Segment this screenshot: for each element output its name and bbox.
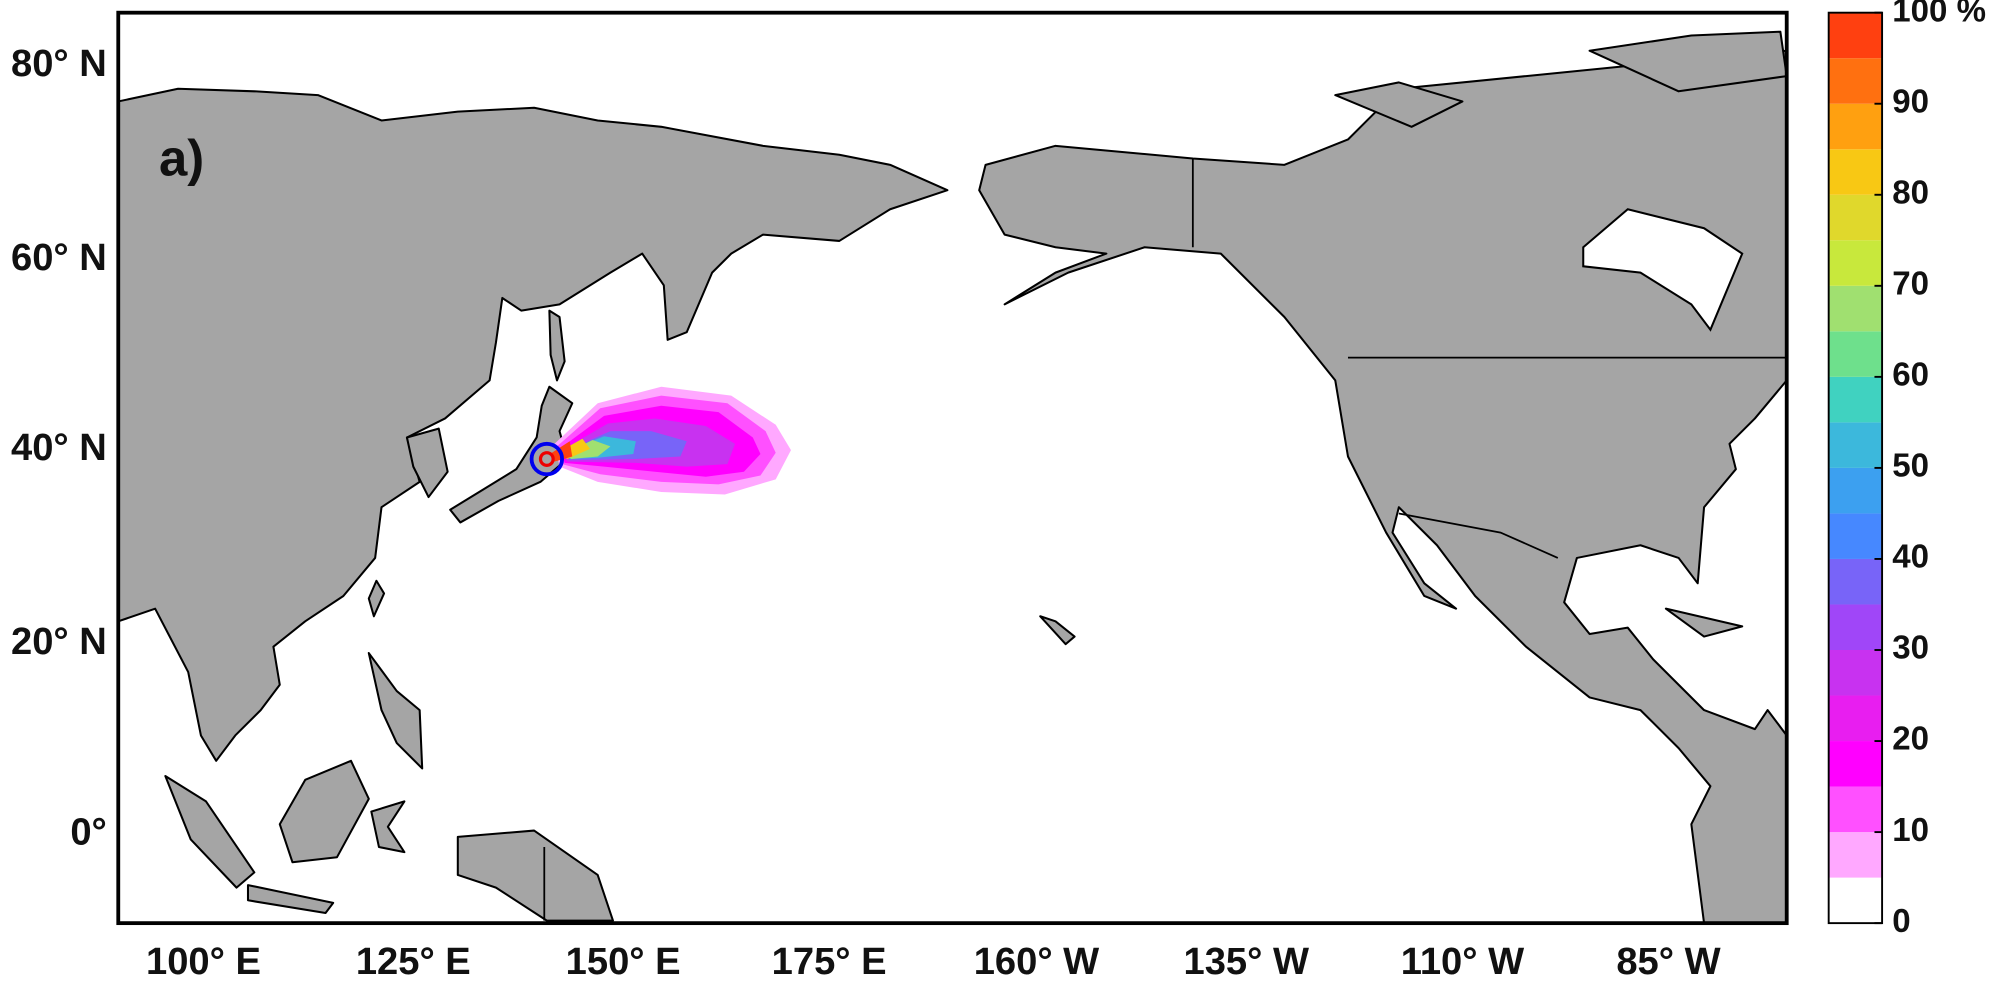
lon-label: 100° E: [146, 941, 261, 983]
colorbar-tick-label: 10: [1892, 811, 1929, 848]
colorbar-bin: [1828, 331, 1883, 377]
colorbar-bin: [1828, 604, 1883, 650]
colorbar-tick-label: 100 %: [1892, 0, 1986, 28]
colorbar-tick-label: 30: [1892, 629, 1929, 666]
us-mexico-border: [1398, 512, 1559, 559]
map-frame: [116, 10, 1789, 926]
colorbar-tick-label: 70: [1892, 265, 1929, 302]
colorbar-tick-label: 60: [1892, 356, 1929, 393]
colorbar-bin: [1828, 558, 1883, 605]
new-guinea: [456, 829, 614, 922]
colorbar-tick-label: 80: [1892, 174, 1929, 211]
colorbar-bin: [1828, 12, 1883, 59]
colorbar-bin: [1828, 103, 1883, 150]
lat-label: 20° N: [11, 621, 107, 663]
lat-label: 60° N: [11, 237, 107, 279]
taiwan: [367, 579, 386, 618]
arctic-island: [1334, 81, 1464, 128]
cuba: [1664, 607, 1744, 638]
colorbar-bin: [1828, 194, 1883, 241]
colorbar-bin: [1828, 422, 1883, 468]
colorbar-bin: [1828, 832, 1883, 878]
lon-label: 125° E: [356, 941, 471, 983]
colorbar-bin: [1828, 467, 1883, 514]
lat-label: 80° N: [11, 43, 107, 85]
colorbar-bin: [1828, 649, 1883, 696]
colorbar-tick-label: 0: [1892, 902, 1910, 939]
hudson-bay: [1582, 208, 1744, 332]
colorbar-tick-label: 20: [1892, 720, 1929, 757]
colorbar-tick-label: 50: [1892, 447, 1929, 484]
lon-label: 85° W: [1616, 941, 1720, 983]
colorbar-bin: [1828, 695, 1883, 742]
arctic-island: [1588, 30, 1788, 93]
lon-label: 110° W: [1401, 941, 1524, 983]
colorbar-bin: [1828, 376, 1883, 423]
plume: [551, 386, 791, 495]
colorbar-tick-label: 40: [1892, 538, 1929, 575]
hawaii: [1039, 615, 1076, 646]
panel-label: a): [159, 130, 204, 187]
lon-label: 175° E: [772, 941, 887, 983]
colorbar-bin: [1828, 58, 1883, 104]
lat-label: 40° N: [11, 427, 107, 469]
java: [246, 884, 335, 915]
colorbar: 0 10 20 30 40 50 60 70 80 90 100 %: [1827, 0, 1986, 939]
colorbar-bin: [1828, 285, 1883, 332]
colorbar-bin: [1828, 149, 1883, 195]
lat-label: 0°: [70, 811, 106, 853]
colorbar-tick-label: 90: [1892, 82, 1929, 119]
colorbar-bin: [1828, 240, 1883, 286]
sakhalin: [548, 309, 566, 382]
colorbar-bin: [1828, 741, 1883, 787]
colorbar-bin: [1828, 513, 1883, 559]
colorbar-bin: [1828, 877, 1883, 924]
source-point: [538, 451, 555, 467]
colorbar-bin: [1828, 786, 1883, 833]
source-circle: [529, 441, 564, 477]
philippines: [367, 652, 424, 770]
sulawesi: [370, 800, 406, 854]
asia: [117, 87, 949, 762]
lon-label: 135° W: [1184, 941, 1310, 983]
map-area: a): [116, 10, 1789, 926]
borneo: [278, 759, 370, 864]
lon-label: 160° W: [974, 941, 1100, 983]
axis-labels: 80° N 60° N 40° N 20° N 0° 100° E 125° E 150° E…: [11, 43, 1721, 983]
sumatra: [164, 775, 256, 889]
korea: [405, 427, 449, 499]
japan: [449, 385, 574, 524]
lon-label: 150° E: [566, 941, 681, 983]
